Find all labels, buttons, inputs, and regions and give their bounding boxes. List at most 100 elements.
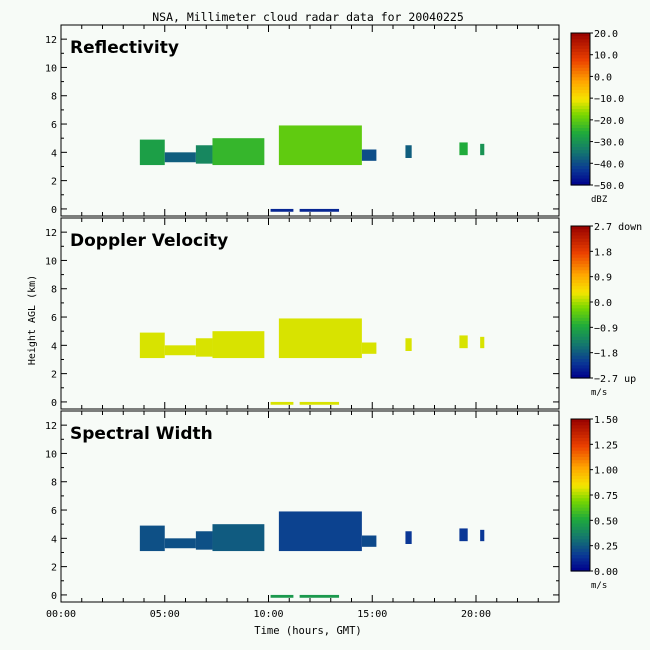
colorbar-step bbox=[571, 48, 590, 53]
colorbar-step bbox=[571, 371, 590, 376]
colorbar-step bbox=[571, 118, 590, 123]
colorbar-step bbox=[571, 514, 590, 518]
colorbar-step bbox=[571, 359, 590, 363]
colorbar-step bbox=[571, 362, 590, 366]
colorbar-step bbox=[571, 235, 590, 240]
echo-region-7 bbox=[405, 145, 412, 158]
echo-region-3 bbox=[195, 145, 213, 164]
colorbar-step bbox=[571, 533, 590, 537]
colorbar-step bbox=[571, 273, 590, 278]
echo-region-11 bbox=[299, 401, 340, 405]
colorbar-tick-label: −0.9 bbox=[594, 323, 618, 334]
colorbar-step bbox=[571, 150, 590, 154]
echo-region-11 bbox=[299, 594, 340, 598]
colorbar-step bbox=[571, 264, 590, 268]
echo-region-5 bbox=[278, 318, 362, 359]
colorbar-step bbox=[571, 555, 590, 559]
y-tick-label: 0 bbox=[51, 591, 57, 602]
colorbar-step bbox=[571, 479, 590, 483]
colorbar-tick-label: 10.0 bbox=[594, 51, 618, 62]
colorbar-step bbox=[571, 137, 590, 142]
colorbar-step bbox=[571, 340, 590, 344]
colorbar-step bbox=[571, 45, 590, 50]
colorbar-step bbox=[571, 276, 590, 281]
y-tick-label: 6 bbox=[51, 506, 57, 517]
colorbar-tick-label: 20.0 bbox=[594, 29, 618, 40]
colorbar-step bbox=[571, 67, 590, 72]
colorbar-step bbox=[571, 438, 590, 442]
echo-region-5 bbox=[278, 125, 362, 166]
colorbar-step bbox=[571, 526, 590, 531]
colorbar-step bbox=[571, 523, 590, 528]
colorbar-step bbox=[571, 311, 590, 316]
echo-region-1 bbox=[139, 332, 165, 359]
colorbar-step bbox=[571, 463, 590, 468]
colorbar-step bbox=[571, 131, 590, 135]
colorbar-step bbox=[571, 42, 590, 47]
colorbar-step bbox=[571, 143, 590, 148]
x-axis-label: Time (hours, GMT) bbox=[254, 625, 361, 637]
echo-region-6 bbox=[361, 342, 377, 354]
colorbar-step bbox=[571, 74, 590, 78]
colorbar-step bbox=[571, 58, 590, 63]
echo-region-3 bbox=[195, 531, 213, 550]
colorbar-step bbox=[571, 102, 590, 107]
colorbar-step bbox=[571, 251, 590, 256]
panel-title: Reflectivity bbox=[70, 38, 179, 58]
colorbar-step bbox=[571, 460, 590, 464]
colorbar-step bbox=[571, 99, 590, 104]
colorbar-step bbox=[571, 241, 590, 246]
colorbar-step bbox=[571, 539, 590, 544]
colorbar-step bbox=[571, 147, 590, 151]
echo-region-2 bbox=[164, 152, 196, 163]
colorbar-tick-label: 2.7 down bbox=[594, 222, 642, 233]
colorbar-step bbox=[571, 517, 590, 521]
colorbar-step bbox=[571, 286, 590, 290]
echo-region-10 bbox=[270, 401, 294, 405]
colorbar-tick-label: 0.9 bbox=[594, 273, 612, 284]
colorbar-step bbox=[571, 349, 590, 354]
colorbar-step bbox=[571, 558, 590, 563]
echo-region-9 bbox=[480, 529, 485, 542]
echo-region-2 bbox=[164, 538, 196, 549]
colorbar-step bbox=[571, 140, 590, 145]
colorbar-step bbox=[571, 279, 590, 284]
y-tick-label: 4 bbox=[51, 148, 57, 159]
colorbar-step bbox=[571, 166, 590, 170]
colorbar-tick-label: 0.00 bbox=[594, 567, 618, 578]
colorbar-step bbox=[571, 365, 590, 370]
echo-region-9 bbox=[480, 143, 485, 156]
colorbar-step bbox=[571, 283, 590, 287]
colorbar-tick-label: 0.50 bbox=[594, 516, 618, 527]
panel-1: 0 2 4 6 8 10 12 Reflectivity 20.0 10.0 0.0 −10.0 −20… bbox=[45, 24, 624, 217]
y-tick-label: 2 bbox=[51, 177, 57, 188]
colorbar-tick-label: 1.50 bbox=[594, 415, 618, 426]
echo-region-4 bbox=[212, 524, 265, 552]
colorbar-step bbox=[571, 175, 590, 180]
colorbar-step bbox=[571, 434, 590, 439]
y-tick-label: 8 bbox=[51, 92, 57, 103]
colorbar-step bbox=[571, 71, 590, 75]
colorbar-step bbox=[571, 472, 590, 477]
colorbar-step bbox=[571, 457, 590, 461]
y-tick-label: 12 bbox=[45, 228, 57, 239]
colorbar-step bbox=[571, 267, 590, 271]
x-tick-label: 15:00 bbox=[357, 609, 387, 620]
y-tick-label: 6 bbox=[51, 120, 57, 131]
colorbar-step bbox=[571, 333, 590, 338]
echo-region-8 bbox=[459, 142, 468, 156]
colorbar-step bbox=[571, 536, 590, 540]
colorbar-step bbox=[571, 504, 590, 509]
colorbar-step bbox=[571, 529, 590, 534]
colorbar-unit: m/s bbox=[591, 581, 607, 591]
colorbar-step bbox=[571, 330, 590, 335]
colorbar-step bbox=[571, 476, 590, 480]
colorbar-step bbox=[571, 317, 590, 322]
echo-region-8 bbox=[459, 528, 468, 542]
colorbar-step bbox=[571, 270, 590, 275]
colorbar-step bbox=[571, 324, 590, 328]
colorbar-tick-label: −10.0 bbox=[594, 94, 624, 105]
y-tick-label: 8 bbox=[51, 285, 57, 296]
